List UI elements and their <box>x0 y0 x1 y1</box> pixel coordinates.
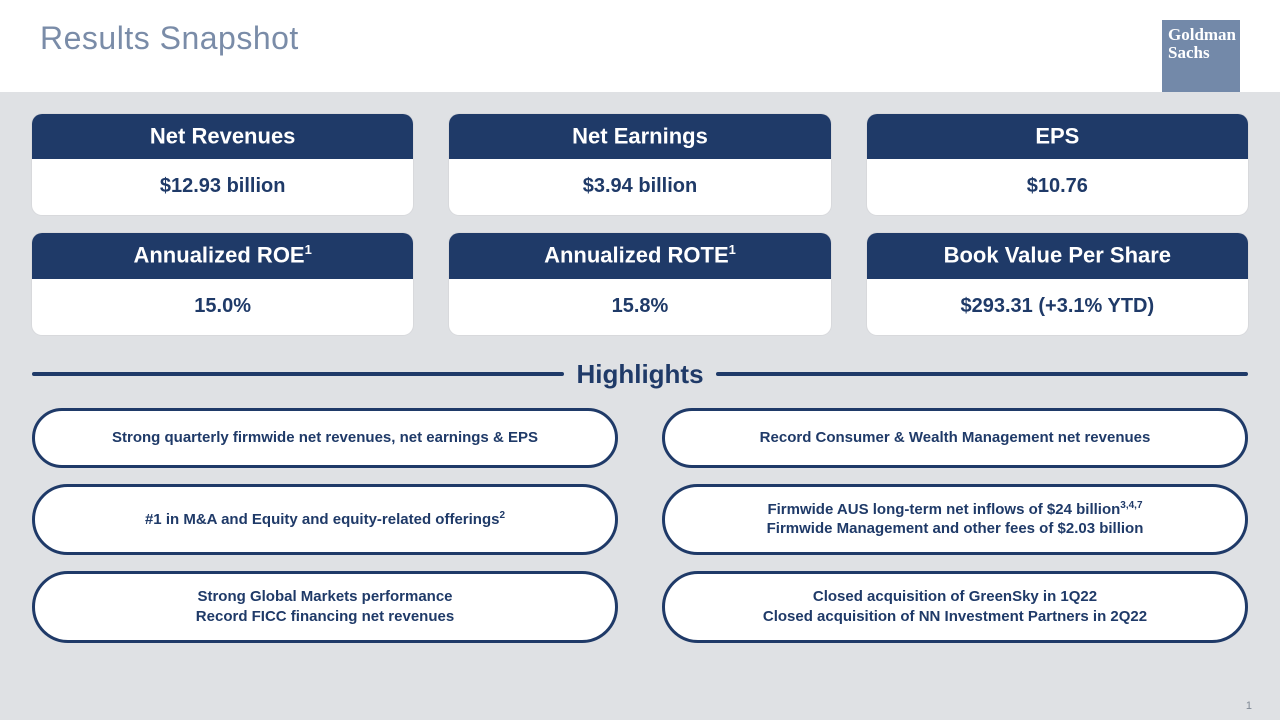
highlight-line: Record Consumer & Wealth Management net … <box>760 428 1151 448</box>
metric-label: Annualized ROTE1 <box>449 233 830 278</box>
metric-value: 15.0% <box>32 279 413 335</box>
divider-line-right <box>716 372 1248 376</box>
metric-card-roe: Annualized ROE1 15.0% <box>32 233 413 334</box>
highlights-divider: Highlights <box>32 359 1248 390</box>
highlights-grid: Strong quarterly firmwide net revenues, … <box>32 408 1248 643</box>
highlight-line: Closed acquisition of GreenSky in 1Q22 <box>813 587 1097 607</box>
highlight-pill: Firmwide AUS long-term net inflows of $2… <box>662 484 1248 556</box>
highlight-line: Firmwide Management and other fees of $2… <box>767 519 1144 539</box>
divider-line-left <box>32 372 564 376</box>
metric-card-net-revenues: Net Revenues $12.93 billion <box>32 114 413 215</box>
metric-label: Annualized ROE1 <box>32 233 413 278</box>
metric-value: $12.93 billion <box>32 159 413 215</box>
highlight-pill: Closed acquisition of GreenSky in 1Q22 C… <box>662 571 1248 643</box>
metric-label: EPS <box>867 114 1248 159</box>
metric-label: Net Revenues <box>32 114 413 159</box>
metric-value: $3.94 billion <box>449 159 830 215</box>
highlight-pill: #1 in M&A and Equity and equity-related … <box>32 484 618 556</box>
slide-body: Net Revenues $12.93 billion Net Earnings… <box>0 92 1280 720</box>
highlight-pill: Strong Global Markets performance Record… <box>32 571 618 643</box>
highlight-line: Record FICC financing net revenues <box>196 607 454 627</box>
highlight-line: Closed acquisition of NN Investment Part… <box>763 607 1147 627</box>
goldman-sachs-logo: Goldman Sachs <box>1162 20 1240 92</box>
metric-card-rote: Annualized ROTE1 15.8% <box>449 233 830 334</box>
highlight-line: Strong Global Markets performance <box>197 587 452 607</box>
metric-card-net-earnings: Net Earnings $3.94 billion <box>449 114 830 215</box>
metrics-grid: Net Revenues $12.93 billion Net Earnings… <box>32 114 1248 335</box>
highlight-line: #1 in M&A and Equity and equity-related … <box>145 510 505 530</box>
metric-value: $10.76 <box>867 159 1248 215</box>
highlight-pill: Record Consumer & Wealth Management net … <box>662 408 1248 468</box>
metric-value: $293.31 (+3.1% YTD) <box>867 279 1248 335</box>
highlight-pill: Strong quarterly firmwide net revenues, … <box>32 408 618 468</box>
highlight-line: Strong quarterly firmwide net revenues, … <box>112 428 538 448</box>
page-title: Results Snapshot <box>40 20 299 57</box>
metric-value: 15.8% <box>449 279 830 335</box>
page-number: 1 <box>1246 700 1252 712</box>
metric-label: Net Earnings <box>449 114 830 159</box>
slide-header: Results Snapshot Goldman Sachs <box>0 0 1280 92</box>
logo-line-2: Sachs <box>1168 43 1210 62</box>
metric-label: Book Value Per Share <box>867 233 1248 278</box>
highlight-line: Firmwide AUS long-term net inflows of $2… <box>767 500 1142 520</box>
metric-card-bvps: Book Value Per Share $293.31 (+3.1% YTD) <box>867 233 1248 334</box>
metric-card-eps: EPS $10.76 <box>867 114 1248 215</box>
logo-line-1: Goldman <box>1168 25 1236 44</box>
highlights-label: Highlights <box>576 359 703 390</box>
